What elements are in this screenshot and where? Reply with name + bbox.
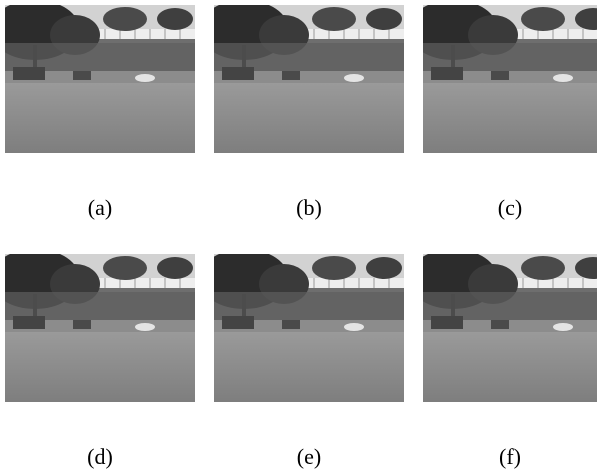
- panel-image: [214, 5, 404, 153]
- panel-caption: (c): [415, 195, 603, 221]
- panel: [423, 254, 603, 402]
- panel-caption: (b): [214, 195, 404, 221]
- panel-caption: (a): [5, 195, 195, 221]
- figure-page: (a)(b)(c)(d)(e)(f) (() => { const data =…: [0, 0, 603, 474]
- panel-image: [423, 5, 597, 153]
- panel-image: [5, 254, 195, 402]
- panel: [5, 254, 195, 402]
- panel-caption: (d): [5, 444, 195, 470]
- panel: [214, 5, 404, 153]
- panel: [423, 5, 603, 153]
- panel-caption: (e): [214, 444, 404, 470]
- panel: [214, 254, 404, 402]
- panel-image: [5, 5, 195, 153]
- panel-caption: (f): [415, 444, 603, 470]
- panel-image: [423, 254, 597, 402]
- panel-image: [214, 254, 404, 402]
- panel: [5, 5, 195, 153]
